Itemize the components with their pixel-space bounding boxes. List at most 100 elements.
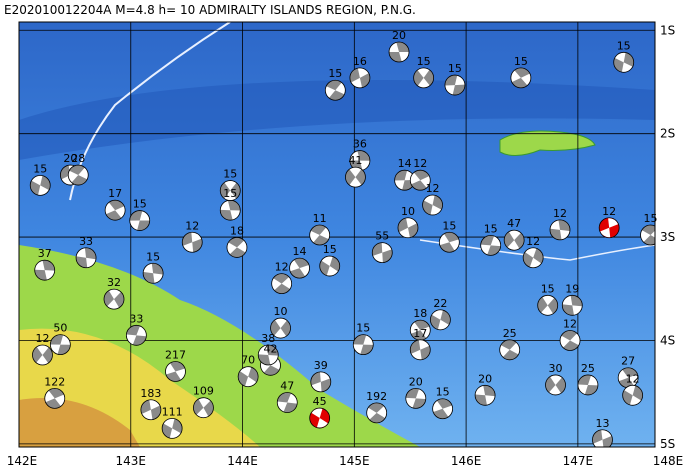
ball-wedge	[183, 242, 194, 252]
focal-mechanism	[257, 344, 279, 366]
depth-label: 27	[621, 355, 635, 368]
ball-wedge	[367, 407, 377, 420]
ball-wedge	[500, 345, 510, 357]
depth-label: 14	[293, 245, 307, 258]
focal-mechanism	[397, 217, 419, 239]
depth-label: 55	[375, 230, 389, 243]
focal-mechanism	[219, 199, 241, 221]
ball-wedge	[109, 289, 121, 300]
ball-wedge	[76, 248, 87, 258]
depth-label: 25	[581, 362, 595, 375]
focal-mechanism	[193, 397, 214, 419]
depth-label: 42	[263, 342, 277, 355]
ball-wedge	[86, 257, 96, 268]
depth-label: 15	[133, 198, 147, 211]
ball-wedge	[311, 408, 323, 419]
ball-wedge	[449, 239, 459, 251]
depth-label: 12	[563, 317, 577, 330]
ball-wedge	[560, 335, 571, 348]
ball-wedge	[415, 389, 426, 399]
depth-label: 15	[356, 322, 370, 335]
focal-mechanism	[165, 361, 186, 382]
ball-wedge	[321, 256, 333, 267]
ball-wedge	[424, 195, 435, 206]
depth-label: 18	[230, 224, 244, 237]
ball-wedge	[550, 220, 560, 230]
ball-wedge	[36, 345, 49, 355]
ball-wedge	[618, 370, 629, 382]
depth-label: 12	[185, 219, 199, 232]
focal-mechanism	[142, 262, 164, 284]
manus-island	[499, 130, 596, 156]
depth-label: 15	[33, 162, 47, 175]
depth-label: 11	[313, 212, 327, 225]
map-title: E202010012204A M=4.8 h= 10 ADMIRALTY ISL…	[4, 3, 416, 17]
ball-wedge	[311, 381, 322, 392]
ball-wedge	[126, 334, 137, 345]
ball-wedge	[36, 354, 48, 365]
map-frame	[18, 21, 656, 448]
focal-mechanism	[640, 224, 655, 246]
ball-wedge	[78, 167, 88, 180]
ball-wedge	[410, 172, 421, 185]
y-tick-label: 5S	[660, 437, 675, 451]
depth-label: 45	[313, 395, 327, 408]
focal-mechanism	[438, 231, 460, 253]
focal-mechanism	[219, 180, 241, 201]
mountain	[19, 398, 140, 447]
depth-label: 25	[503, 327, 517, 340]
ball-wedge	[399, 51, 409, 62]
ball-wedge	[550, 375, 562, 385]
ball-wedge	[287, 393, 297, 404]
ball-wedge	[38, 185, 49, 195]
depth-label: 70	[241, 354, 255, 367]
ball-wedge	[650, 230, 655, 238]
plate-boundary	[419, 239, 655, 261]
ball-wedge	[641, 230, 651, 242]
ball-wedge	[549, 384, 561, 395]
depth-label: 217	[165, 349, 186, 362]
depth-label: 14	[398, 157, 412, 170]
focal-mechanism	[352, 334, 374, 356]
ball-wedge	[628, 374, 638, 386]
focal-mechanism	[271, 273, 293, 295]
ball-wedge	[153, 273, 163, 283]
depth-label: 33	[129, 312, 143, 325]
ball-wedge	[357, 68, 369, 78]
ball-wedge	[593, 439, 604, 447]
x-tick-label: 147E	[563, 454, 594, 468]
x-tick-label: 144E	[227, 454, 258, 468]
depth-label: 15	[644, 212, 658, 225]
ball-wedge	[236, 240, 247, 253]
depth-label: 20	[409, 375, 423, 388]
focal-mechanism	[613, 51, 635, 73]
ball-wedge	[139, 211, 150, 221]
focal-mechanism	[561, 294, 583, 316]
focal-mechanism	[545, 374, 566, 396]
focal-mechanism	[422, 194, 443, 216]
ball-wedge	[268, 354, 278, 365]
depth-label: 32	[107, 276, 121, 289]
ball-wedge	[258, 345, 269, 355]
ball-wedge	[587, 375, 598, 386]
ball-wedge	[454, 75, 465, 86]
ball-wedge	[230, 210, 240, 220]
ball-wedge	[432, 310, 443, 320]
focal-mechanism	[592, 429, 613, 447]
focal-mechanism	[289, 257, 310, 279]
focal-mechanism	[324, 79, 346, 101]
ball-wedge	[608, 218, 618, 228]
focal-mechanism	[409, 169, 431, 191]
ball-wedge	[191, 232, 202, 243]
ball-wedge	[530, 257, 541, 268]
focal-mechanism	[161, 417, 183, 439]
ball-wedge	[240, 367, 252, 377]
ball-wedge	[373, 252, 383, 263]
ball-wedge	[418, 77, 430, 88]
focal-mechanism	[309, 224, 331, 246]
depth-label: 12	[35, 332, 49, 345]
ball-wedge	[525, 248, 537, 258]
depth-label: 15	[146, 250, 160, 263]
ball-wedge	[475, 385, 486, 396]
